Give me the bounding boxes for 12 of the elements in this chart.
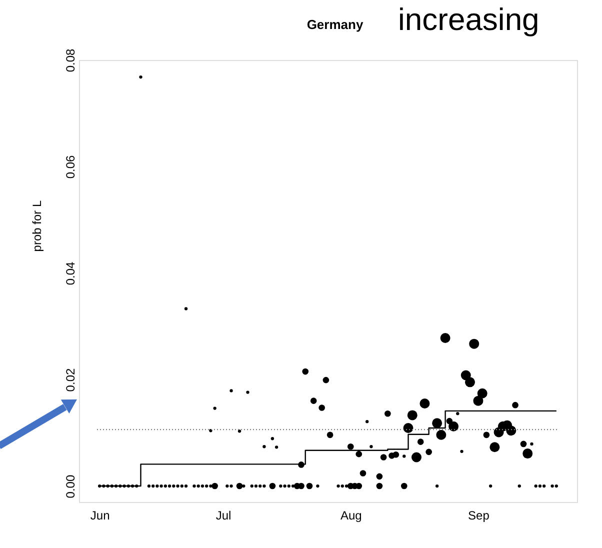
y-tick-label: 0.08 [64,48,78,72]
y-axis-title: prob for L [30,200,44,252]
chart-title: Germany [306,17,364,32]
x-tick-label: Jul [216,508,232,522]
y-tick-label: 0.02 [64,368,78,392]
y-tick-label: 0.06 [64,155,78,179]
y-tick-label: 0.00 [64,474,78,498]
text: increasing [398,2,540,37]
x-tick-label: Aug [340,508,362,522]
x-tick-label: Jun [90,508,110,522]
y-tick-label: 0.04 [64,262,78,286]
x-tick-label: Sep [468,508,490,522]
